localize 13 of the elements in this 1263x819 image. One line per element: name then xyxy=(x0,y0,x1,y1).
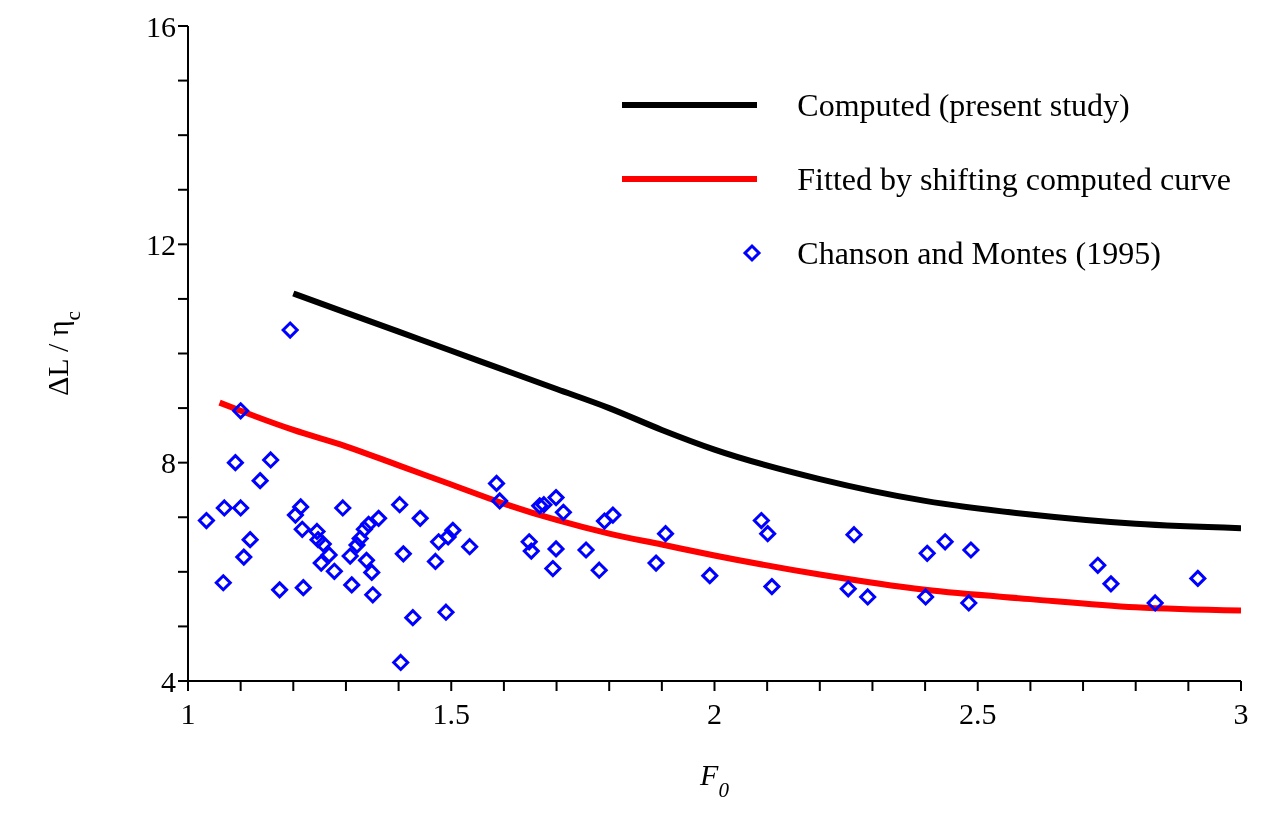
legend-label: Fitted by shifting computed curve xyxy=(797,160,1231,198)
legend-label: Computed (present study) xyxy=(797,86,1130,124)
legend-label: Chanson and Montes (1995) xyxy=(797,234,1161,272)
y-tick-label: 16 xyxy=(146,9,176,43)
x-tick-label: 1 xyxy=(180,697,196,731)
y-tick-label: 12 xyxy=(146,227,176,261)
y-tick-label: 8 xyxy=(161,446,176,480)
y-tick-label: 4 xyxy=(161,664,176,698)
x-axis-title: F$_{0}$ xyxy=(699,758,730,802)
x-tick-label: 2.5 xyxy=(959,697,997,731)
x-tick-label: 2 xyxy=(707,697,722,731)
x-tick-label: 3 xyxy=(1233,697,1249,731)
x-tick-label: 1.5 xyxy=(432,697,470,731)
